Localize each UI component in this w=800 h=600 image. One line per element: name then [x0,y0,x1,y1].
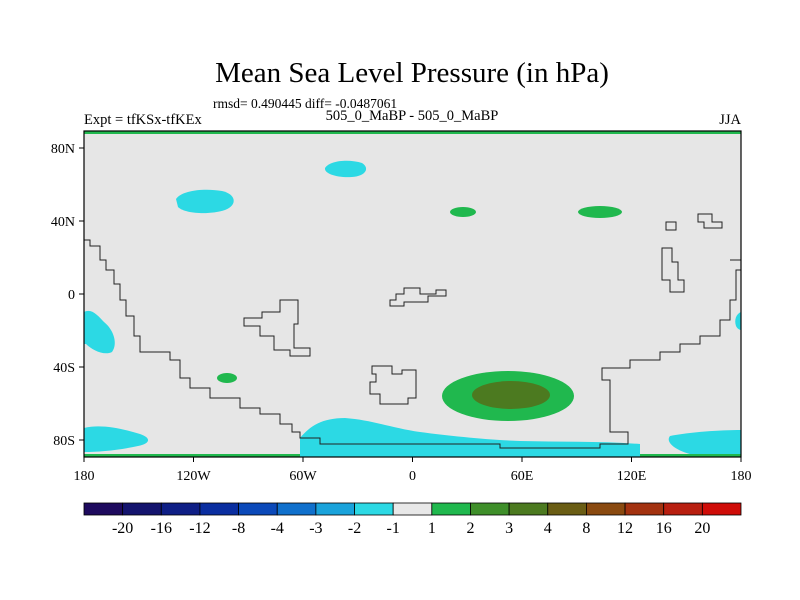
x-tick-label: 60E [511,469,534,484]
colorbar-swatch [122,502,162,516]
map-background [84,131,741,457]
colorbar-swatch [701,502,742,516]
colorbar-swatch [315,502,355,516]
colorbar-swatch [199,502,239,516]
colorbar: -20 -16 -12 -8 -4 -3 -2 -1 1 2 3 4 8 12 16 20 [83,502,742,537]
colorbar-swatch [470,502,510,516]
coastline-island-2 [389,287,447,307]
colorbar-label: 12 [617,520,633,537]
colorbar-label: -16 [151,520,172,537]
colorbar-label: 8 [582,520,590,537]
chart-title: Mean Sea Level Pressure (in hPa) [215,57,609,89]
x-tick-label: 180 [731,469,752,484]
colorbar-label: 1 [428,520,436,537]
y-tick-label: 80N [51,142,75,157]
colorbar-swatch [392,502,433,516]
colorbar-label: 2 [466,520,474,537]
coastline-east-2 [697,213,723,229]
arctic-strip [84,131,741,134]
x-tick-label: 120W [176,469,211,484]
colorbar-label: -2 [348,520,361,537]
coastline-island-1 [243,299,311,357]
coastline-east-3 [665,221,677,231]
colorbar-swatch [83,502,124,516]
negative-region-west-pacific [84,426,149,452]
y-ticks [79,147,84,441]
negative-region-north-pacific [176,189,234,214]
colorbar-label: 20 [694,520,710,537]
stats-label: rmsd= 0.490445 diff= -0.0487061 [213,96,397,111]
positive-region-south-pacific-small [217,373,237,383]
coastline-east-1 [661,247,685,293]
x-tick-label: 120E [617,469,647,484]
colorbar-swatch [586,502,626,516]
negative-region-south-pacific [84,310,115,354]
positive-region-asia [578,206,622,218]
y-tick-label: 40N [51,215,75,230]
colorbar-label: -8 [232,520,245,537]
colorbar-swatch [354,502,394,516]
colorbar-swatch [431,502,471,516]
negative-region-east-edge [735,312,741,330]
colorbar-swatch [508,502,549,516]
y-tick-label: 80S [53,434,75,449]
colorbar-label: 4 [544,520,552,537]
positive-region-north-africa [450,207,476,217]
colorbar-label: -12 [189,520,210,537]
positive-region-south-atlantic-inner [472,381,550,409]
coastlines [84,213,741,449]
season-label: JJA [719,112,741,128]
negative-region-north-atlantic [324,160,367,178]
colorbar-swatch [276,502,317,516]
colorbar-label: -1 [387,520,400,537]
x-tick-label: 60W [289,469,317,484]
x-tick-label: 180 [74,469,95,484]
negative-region-antarctic [300,418,640,457]
coastline-west-landmass [84,239,741,449]
colorbar-label: -20 [112,520,133,537]
center-label: 505_0_MaBP - 505_0_MaBP [326,108,499,124]
x-ticks [83,457,742,462]
colorbar-swatch [238,502,278,516]
colorbar-swatch [624,502,665,516]
colorbar-label: 3 [505,520,513,537]
axes: 180 120W 60W 0 60E 120E 180 80N 40N 0 40… [51,142,752,484]
colorbar-swatch [547,502,587,516]
colorbar-swatch [663,502,703,516]
map-area [83,130,742,458]
y-tick-label: 0 [68,288,75,303]
left-label: Expt = tfKSx-tfKEx [84,112,202,128]
colorbar-label: 16 [656,520,672,537]
coastline-island-3 [369,365,417,405]
y-tick-label: 40S [53,361,75,376]
colorbar-swatch [160,502,201,516]
colorbar-label: -3 [309,520,322,537]
x-tick-label: 0 [409,469,416,484]
colorbar-label: -4 [271,520,284,537]
negative-region-east-pacific [668,430,741,454]
